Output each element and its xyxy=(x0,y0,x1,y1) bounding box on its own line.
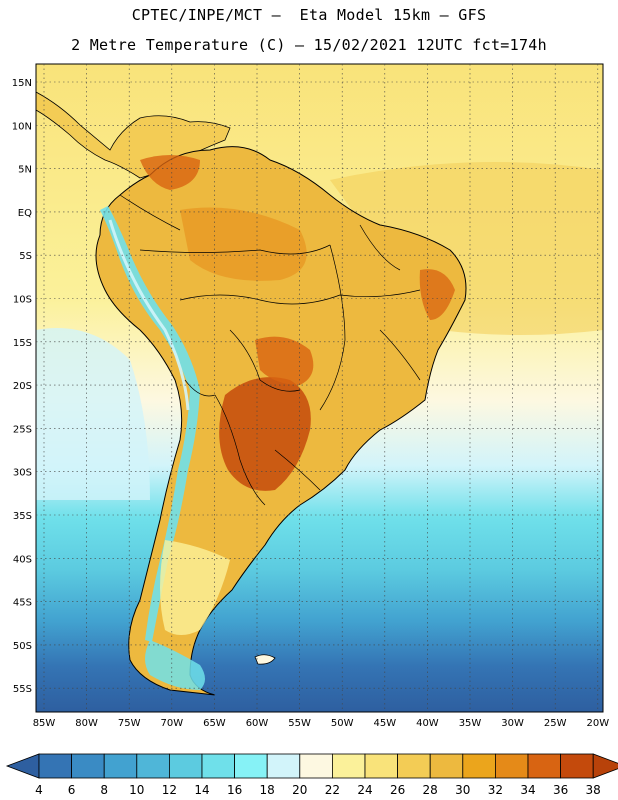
colorbar-over-arrow xyxy=(592,753,618,779)
colorbar-swatch xyxy=(71,753,105,779)
hot-region-northeast xyxy=(419,269,455,320)
colorbar-swatch xyxy=(38,753,72,779)
colorbar-swatch xyxy=(299,753,333,779)
lon-tick-label: 60W xyxy=(246,718,269,729)
longitude-labels: 85W 80W 75W 70W 65W 60W 55W 50W 45W 40W 35W 30W 25W 2… xyxy=(33,718,610,729)
tierra-del-fuego-cold xyxy=(145,640,205,690)
lon-tick-label: 70W xyxy=(160,718,183,729)
andes-cold-ridge xyxy=(100,206,200,642)
colorbar-label: 6 xyxy=(68,783,76,797)
colorbar-label: 20 xyxy=(292,783,307,797)
colorbar-label: 36 xyxy=(553,783,568,797)
lat-tick-label: 40S xyxy=(13,554,32,565)
map-title-line-1: CPTEC/INPE/MCT – Eta Model 15km – GFS xyxy=(131,6,487,24)
colorbar-label: 28 xyxy=(423,783,438,797)
colorbar-label: 32 xyxy=(488,783,503,797)
warm-amazon-region xyxy=(180,207,307,281)
colorbar-label: 30 xyxy=(455,783,470,797)
lon-tick-label: 45W xyxy=(373,718,396,729)
colorbar-swatch xyxy=(462,753,496,779)
lon-tick-label: 55W xyxy=(288,718,311,729)
colorbar-swatch xyxy=(494,753,529,779)
colorbar-label: 16 xyxy=(227,783,242,797)
lat-tick-label: 15S xyxy=(13,338,32,349)
patagonia-mild-region xyxy=(160,540,230,635)
map-title-line-2: 2 Metre Temperature (C) – 15/02/2021 12U… xyxy=(71,36,547,54)
colorbar-label: 24 xyxy=(357,783,372,797)
colorbar-label: 22 xyxy=(325,783,340,797)
lon-tick-label: 75W xyxy=(118,718,141,729)
colorbar-swatch xyxy=(136,753,170,779)
lat-tick-label: 45S xyxy=(13,598,32,609)
andes-snowline xyxy=(108,219,190,411)
lat-tick-label: 30S xyxy=(13,468,32,479)
colorbar-swatch xyxy=(397,753,431,779)
lat-tick-label: EQ xyxy=(18,208,32,219)
hot-interior-core xyxy=(219,377,311,491)
lon-tick-label: 20W xyxy=(586,718,609,729)
colorbar: 4 6 8 10 12 14 16 18 20 22 24 26 28 30 32 34 36 38 xyxy=(5,753,618,797)
colorbar-label: 14 xyxy=(194,783,209,797)
lat-tick-label: 20S xyxy=(13,381,32,392)
colorbar-label: 34 xyxy=(520,783,535,797)
colorbar-label: 38 xyxy=(586,783,601,797)
colorbar-swatch xyxy=(201,753,235,779)
latitude-labels: 15N 10N 5N EQ 5S 10S 15S 20S 25S 30S 35S 40S 45S 50S 5… xyxy=(12,78,32,695)
colorbar-label: 8 xyxy=(100,783,108,797)
lat-tick-label: 10N xyxy=(12,121,32,132)
colorbar-label: 12 xyxy=(162,783,177,797)
colorbar-swatch xyxy=(234,753,268,779)
lon-tick-label: 40W xyxy=(416,718,439,729)
colorbar-label: 26 xyxy=(390,783,405,797)
colorbar-swatch xyxy=(429,753,464,779)
colorbar-label: 10 xyxy=(129,783,144,797)
lat-tick-label: 25S xyxy=(13,424,32,435)
lat-tick-label: 35S xyxy=(13,511,32,522)
colorbar-swatch xyxy=(364,753,398,779)
lat-tick-label: 15N xyxy=(12,78,32,89)
falkland-islands xyxy=(254,654,276,665)
lon-tick-label: 30W xyxy=(501,718,524,729)
lat-tick-label: 10S xyxy=(13,295,32,306)
country-borders xyxy=(119,194,421,506)
map-frame xyxy=(35,63,604,713)
lon-tick-label: 80W xyxy=(75,718,98,729)
lon-tick-label: 85W xyxy=(33,718,56,729)
lat-tick-label: 55S xyxy=(13,684,32,695)
colorbar-label: 18 xyxy=(260,783,275,797)
map-field xyxy=(36,64,603,712)
colorbar-swatch xyxy=(331,753,366,779)
hot-region-north xyxy=(140,155,200,190)
lon-tick-label: 25W xyxy=(544,718,567,729)
lon-tick-label: 65W xyxy=(203,718,226,729)
lat-tick-label: 50S xyxy=(13,641,32,652)
colorbar-swatch xyxy=(103,753,138,779)
colorbar-swatch xyxy=(168,753,203,779)
colorbar-swatch xyxy=(266,753,301,779)
colorbar-swatch xyxy=(560,753,594,779)
lat-tick-label: 5N xyxy=(18,165,32,176)
lon-tick-label: 35W xyxy=(459,718,482,729)
warm-atlantic-band xyxy=(330,162,603,335)
colorbar-under-arrow xyxy=(5,753,40,779)
lat-tick-label: 5S xyxy=(19,251,32,262)
hot-region-center-west xyxy=(255,336,314,385)
lon-tick-label: 50W xyxy=(331,718,354,729)
graticule xyxy=(36,64,603,712)
colorbar-swatch xyxy=(527,753,561,779)
colorbar-label: 4 xyxy=(35,783,43,797)
humboldt-cool-band xyxy=(36,328,150,500)
